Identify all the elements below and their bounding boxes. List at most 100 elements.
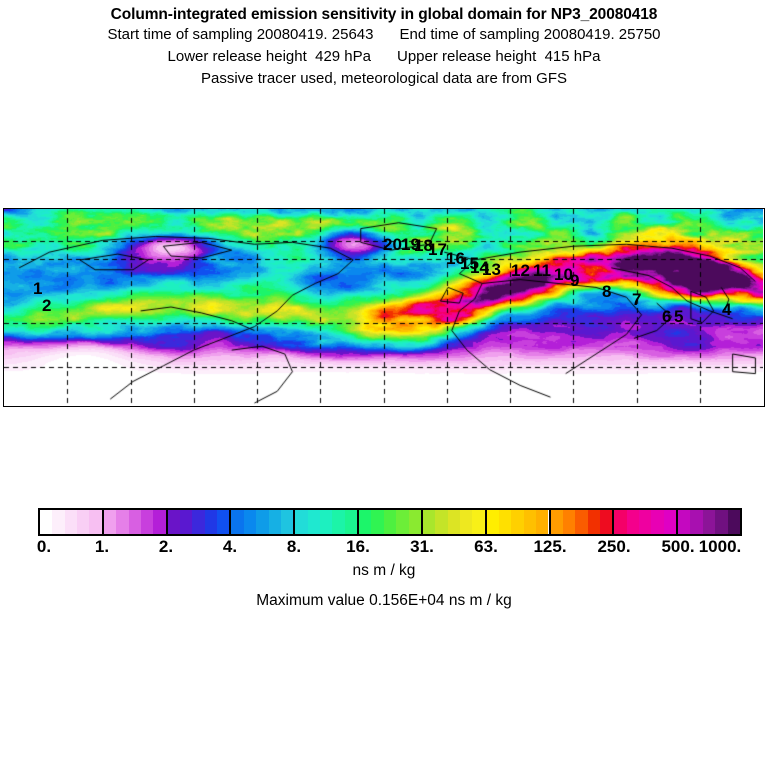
colorbar-band [639,510,652,534]
colorbar-band [371,510,384,534]
colorbar-segment [486,510,551,534]
colorbar-tick-labels: 0. 1. 2. 4. 8. 16. 31. 63. 125. 250. 500. 1000. [36,537,742,561]
figure-header: Column-integrated emission sensitivity i… [0,0,768,90]
colorbar-section: 0. 1. 2. 4. 8. 16. 31. 63. 125. 250. 500. 1000. [36,508,742,561]
colorbar-band [128,510,141,534]
colorbar-band [587,510,600,534]
colorbar-band [344,510,358,534]
colorbar-band [359,510,372,534]
colorbar-tick-label: 1000. [698,537,742,556]
colorbar-band [179,510,193,534]
colorbar-band [319,510,333,534]
trajectory-hour-label: 12 [511,261,530,280]
colorbar-segment [103,510,168,534]
upper-release-height-label: Upper release height 415 hPa [397,48,601,65]
colorbar-band [626,510,640,534]
colorbar-band [40,510,53,534]
colorbar-segment [167,510,232,534]
sampling-time-line: Start time of sampling 20080419. 25643 En… [0,24,768,46]
trajectory-hour-label: 5 [674,307,684,326]
colorbar-band [511,510,524,534]
start-time-label: Start time of sampling 20080419. 25643 [107,26,374,43]
trajectory-hour-label: 9 [570,271,580,290]
colorbar-band [663,510,677,534]
colorbar-band [690,510,703,534]
colorbar-tick-label: 500. [661,537,695,556]
trajectory-hour-label: 2 [42,296,52,315]
colorbar-band [77,510,90,534]
colorbar-tick-label: 63. [474,537,498,556]
colorbar-tick-label: 4. [222,537,238,556]
colorbar-segment [295,510,360,534]
colorbar-band [459,510,473,534]
colorbar-band [103,510,117,534]
colorbar-band [435,510,448,534]
trajectory-hour-label: 19 [401,235,420,254]
colorbar-band [727,510,740,534]
colorbar-band [408,510,421,534]
colorbar-band [715,510,728,534]
trajectory-hour-label: 1 [33,279,43,298]
colorbar-band [307,510,320,534]
colorbar-unit-label: ns m / kg [352,562,416,579]
colorbar-band [280,510,294,534]
colorbar-band [678,510,691,534]
trajectory-hour-label: 7 [632,290,642,309]
trajectory-hour-label: 16 [446,249,465,268]
colorbar-segment [550,510,615,534]
colorbar-segment [359,510,423,534]
colorbar-band [422,510,436,534]
trajectory-hour-label: 17 [428,240,447,259]
colorbar-band [167,510,180,534]
page-title: Column-integrated emission sensitivity i… [110,6,658,23]
colorbar-tick-label: 8. [286,537,302,556]
colorbar-band [499,510,512,534]
colorbar [38,508,742,536]
colorbar-band [295,510,308,534]
colorbar-band [204,510,218,534]
trajectory-hour-label: 10 [554,265,573,284]
colorbar-band [550,510,563,534]
colorbar-band [383,510,397,534]
colorbar-band [268,510,281,534]
colorbar-band [523,510,537,534]
colorbar-band [536,510,549,534]
trajectory-hour-label: 14 [470,258,489,277]
maximum-value-label: Maximum value 0.156E+04 ns m / kg [256,592,512,609]
trajectory-hour-label: 20 [383,235,402,254]
colorbar-band [486,510,500,534]
colorbar-band [614,510,627,534]
tracer-label: Passive tracer used, meteorological data… [201,70,567,87]
emission-sensitivity-map [4,209,763,405]
colorbar-band [231,510,244,534]
colorbar-tick-label: 16. [346,537,370,556]
colorbar-band [64,510,78,534]
colorbar-band [140,510,154,534]
colorbar-band [562,510,576,534]
colorbar-tick-label: 0. [36,537,52,556]
colorbar-band [396,510,409,534]
end-time-label: End time of sampling 20080419. 25750 [399,26,661,43]
colorbar-tick-label: 31. [410,537,434,556]
colorbar-tick-label: 1. [94,537,110,556]
colorbar-tick-label: 250. [597,537,631,556]
colorbar-band [116,510,129,534]
trajectory-hour-label: 4 [722,300,732,319]
colorbar-band [192,510,205,534]
trajectory-hour-label: 15 [460,254,479,273]
trajectory-hour-label: 8 [602,282,612,301]
colorbar-band [89,510,102,534]
colorbar-band [153,510,166,534]
colorbar-band [472,510,485,534]
colorbar-band [256,510,269,534]
trajectory-hour-label: 6 [662,307,672,326]
global-map-panel: 1 2 20 19 18 17 16 15 14 13 12 11 10 9 8 7 6 5 4 [3,208,765,407]
colorbar-band [447,510,460,534]
colorbar-segment [422,510,487,534]
release-height-line: Lower release height 429 hPa Upper releas… [0,46,768,68]
colorbar-band [702,510,716,534]
colorbar-segment [231,510,296,534]
colorbar-band [243,510,257,534]
colorbar-band [217,510,230,534]
colorbar-band [332,510,345,534]
